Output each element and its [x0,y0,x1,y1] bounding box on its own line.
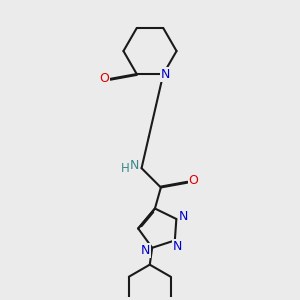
Text: N: N [130,159,139,172]
Text: H: H [121,162,130,175]
Text: N: N [172,240,182,253]
Text: O: O [99,72,109,86]
Text: N: N [179,210,188,223]
Text: N: N [140,244,150,257]
Text: N: N [161,68,170,80]
Text: O: O [189,174,199,187]
